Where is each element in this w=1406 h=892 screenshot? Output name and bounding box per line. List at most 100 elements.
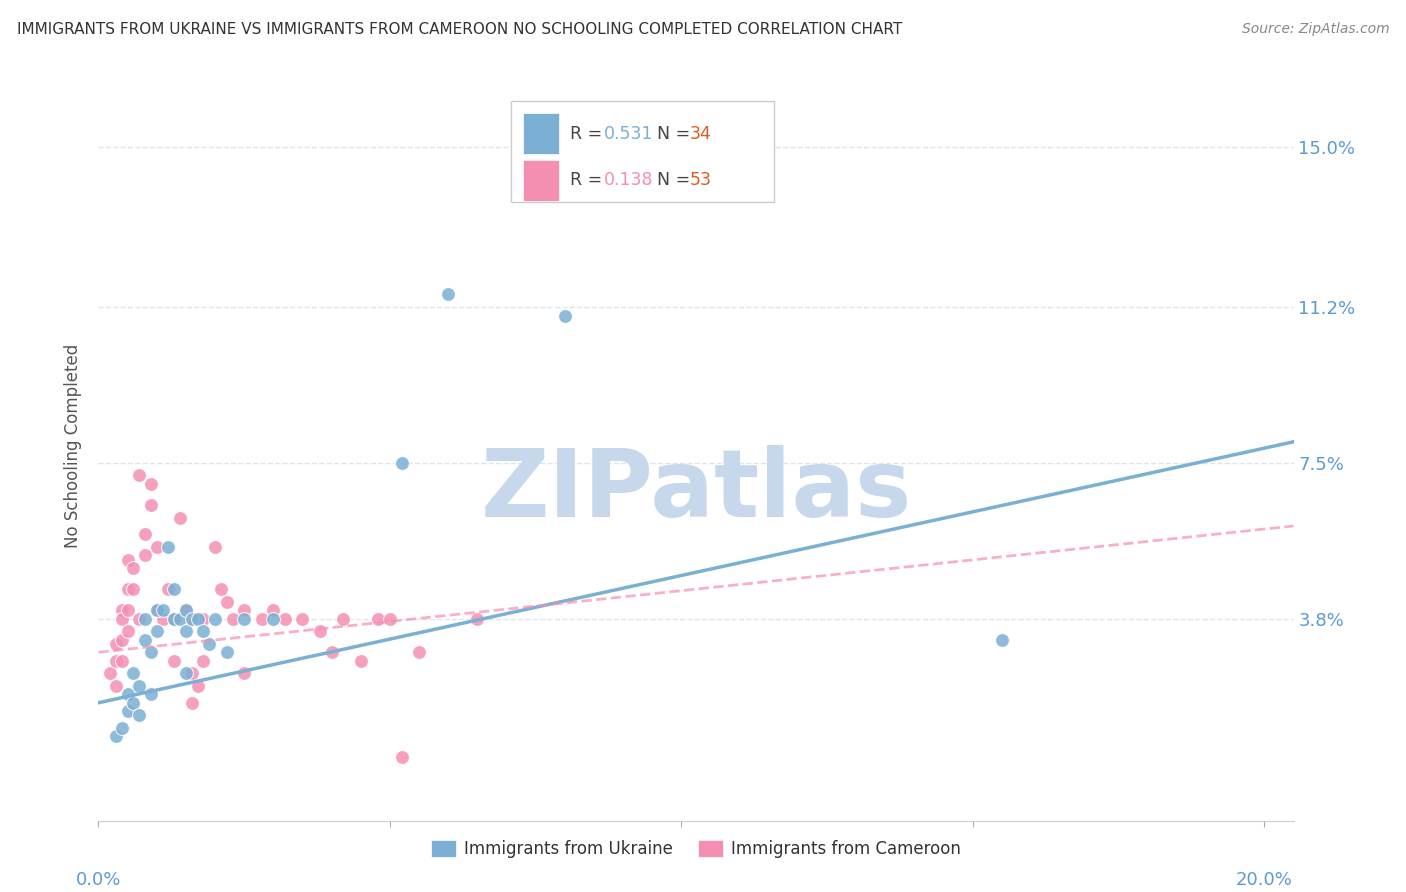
Point [152, 611, 174, 625]
Point [128, 679, 150, 693]
Point [215, 645, 238, 659]
Text: 20.0%: 20.0% [1236, 871, 1292, 889]
Point [111, 721, 134, 735]
Point [169, 510, 191, 524]
Point [104, 654, 127, 668]
Point [152, 603, 174, 617]
Text: ZIPatlas: ZIPatlas [481, 445, 911, 537]
Point [180, 666, 202, 681]
Point [157, 540, 180, 554]
Point [122, 582, 145, 596]
Point [145, 603, 167, 617]
Point [215, 595, 238, 609]
FancyBboxPatch shape [523, 113, 558, 154]
Point [139, 498, 162, 512]
Point [117, 687, 139, 701]
Text: Source: ZipAtlas.com: Source: ZipAtlas.com [1241, 22, 1389, 37]
Point [163, 611, 186, 625]
Point [233, 666, 256, 681]
Point [209, 582, 232, 596]
Point [163, 582, 186, 596]
Point [145, 603, 167, 617]
Point [104, 637, 127, 651]
Text: R =: R = [571, 125, 609, 143]
Point [391, 456, 413, 470]
Point [117, 624, 139, 639]
Legend: Immigrants from Ukraine, Immigrants from Cameroon: Immigrants from Ukraine, Immigrants from… [425, 833, 967, 864]
Point [145, 624, 167, 639]
Text: 0.0%: 0.0% [76, 871, 121, 889]
Point [221, 611, 243, 625]
Text: 53: 53 [690, 171, 711, 189]
Point [180, 611, 202, 625]
Point [174, 666, 197, 681]
FancyBboxPatch shape [523, 160, 558, 201]
Point [991, 632, 1014, 647]
Text: N =: N = [657, 125, 696, 143]
Point [128, 611, 150, 625]
Point [145, 540, 167, 554]
Point [180, 696, 202, 710]
Point [467, 611, 489, 625]
Point [139, 687, 162, 701]
Point [321, 645, 343, 659]
Text: 34: 34 [690, 125, 711, 143]
Point [554, 309, 576, 323]
Point [378, 611, 401, 625]
Point [104, 730, 127, 744]
FancyBboxPatch shape [510, 102, 773, 202]
Point [111, 654, 134, 668]
Point [193, 611, 215, 625]
Point [204, 611, 226, 625]
Text: IMMIGRANTS FROM UKRAINE VS IMMIGRANTS FROM CAMEROON NO SCHOOLING COMPLETED CORRE: IMMIGRANTS FROM UKRAINE VS IMMIGRANTS FR… [17, 22, 903, 37]
Point [233, 611, 256, 625]
Point [122, 666, 145, 681]
Point [111, 611, 134, 625]
Point [367, 611, 389, 625]
Point [193, 624, 215, 639]
Point [204, 540, 226, 554]
Point [408, 645, 430, 659]
Point [274, 611, 297, 625]
Point [262, 603, 284, 617]
Text: N =: N = [657, 171, 696, 189]
Point [134, 611, 156, 625]
Point [139, 645, 162, 659]
Point [391, 750, 413, 764]
Point [174, 603, 197, 617]
Point [117, 704, 139, 718]
Text: 0.531: 0.531 [605, 125, 654, 143]
Text: R =: R = [571, 171, 609, 189]
Point [180, 611, 202, 625]
Point [139, 476, 162, 491]
Point [122, 696, 145, 710]
Point [117, 582, 139, 596]
Point [186, 611, 208, 625]
Point [157, 582, 180, 596]
Point [169, 611, 191, 625]
Point [437, 287, 460, 301]
Point [128, 468, 150, 483]
Point [193, 654, 215, 668]
Point [98, 666, 121, 681]
Point [233, 603, 256, 617]
Point [122, 561, 145, 575]
Point [174, 603, 197, 617]
Point [250, 611, 273, 625]
Point [163, 611, 186, 625]
Text: 0.138: 0.138 [605, 171, 654, 189]
Point [262, 611, 284, 625]
Point [117, 552, 139, 566]
Point [309, 624, 332, 639]
Y-axis label: No Schooling Completed: No Schooling Completed [65, 344, 83, 548]
Point [128, 708, 150, 723]
Point [104, 679, 127, 693]
Point [350, 654, 373, 668]
Point [134, 632, 156, 647]
Point [134, 527, 156, 541]
Point [163, 654, 186, 668]
Point [174, 624, 197, 639]
Point [291, 611, 314, 625]
Point [198, 637, 221, 651]
Point [111, 603, 134, 617]
